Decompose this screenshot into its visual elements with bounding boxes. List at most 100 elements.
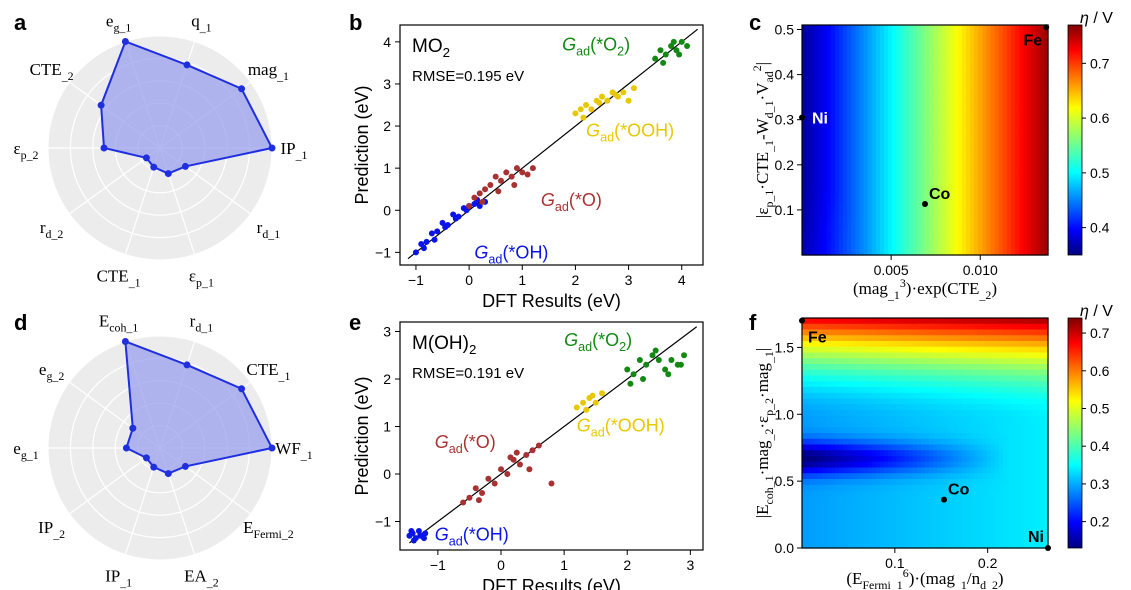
- heatmap-cell: [855, 243, 860, 250]
- heatmap-cell: [1002, 140, 1008, 147]
- heatmap-cell: [838, 214, 844, 222]
- heatmap-cell: [990, 433, 996, 440]
- heatmap-cell: [851, 381, 856, 388]
- heatmap-cell: [806, 140, 811, 147]
- heatmap-cell: [818, 415, 824, 423]
- heatmap-cell: [904, 525, 910, 532]
- heatmap-cell: [1002, 536, 1008, 543]
- heatmap-cell: [974, 335, 979, 342]
- heatmap-cell: [982, 237, 988, 245]
- heatmap-cell: [875, 444, 881, 451]
- heatmap-cell: [879, 323, 885, 331]
- heatmap-cell: [884, 404, 889, 411]
- heatmap-cell: [855, 99, 860, 107]
- heatmap-cell: [961, 542, 967, 549]
- heatmap-cell: [916, 496, 922, 503]
- heatmap-cell: [961, 186, 967, 193]
- heatmap-cell: [949, 191, 955, 199]
- heatmap-cell: [1027, 341, 1033, 348]
- y-axis-label: Prediction (eV): [352, 376, 372, 495]
- heatmap-cell: [1031, 151, 1037, 158]
- heatmap-cell: [937, 180, 942, 187]
- heatmap-cell: [1031, 444, 1037, 451]
- heatmap-cell: [855, 168, 860, 176]
- heatmap-cell: [814, 519, 819, 526]
- heatmap-cell: [806, 513, 811, 520]
- heatmap-cell: [822, 65, 828, 72]
- heatmap-cell: [904, 381, 910, 388]
- heatmap-cell: [863, 36, 869, 43]
- heatmap-cell: [1031, 59, 1037, 66]
- heatmap-cell: [933, 134, 938, 141]
- heatmap-cell: [986, 209, 992, 216]
- heatmap-cell: [957, 117, 963, 124]
- heatmap-cell: [863, 105, 869, 112]
- heatmap-cell: [916, 329, 922, 336]
- heatmap-cell: [1023, 243, 1029, 250]
- heatmap-cell: [855, 140, 860, 147]
- heatmap-cell: [851, 163, 856, 170]
- heatmap-cell: [851, 140, 856, 147]
- heatmap-cell: [1007, 157, 1012, 164]
- heatmap-cell: [990, 473, 996, 480]
- heatmap-cell: [974, 25, 979, 32]
- heatmap-cell: [855, 117, 860, 124]
- heatmap-cell: [933, 128, 938, 135]
- heatmap-cell: [859, 525, 865, 532]
- heatmap-cell: [884, 48, 889, 55]
- heatmap-cell: [888, 122, 893, 130]
- heatmap-cell: [998, 427, 1004, 434]
- heatmap-cell: [1015, 438, 1020, 446]
- heatmap-cell: [851, 197, 856, 204]
- heatmap-cell: [982, 427, 988, 434]
- heatmap-cell: [1019, 163, 1024, 170]
- heatmap-cell: [1027, 111, 1033, 118]
- heatmap-cell: [838, 329, 844, 336]
- heatmap-cell: [884, 467, 889, 474]
- heatmap-cell: [937, 438, 942, 446]
- heatmap-cell: [1043, 111, 1049, 118]
- heatmap-cell: [818, 157, 824, 164]
- heatmap-cell: [920, 364, 926, 371]
- heatmap-cell: [929, 358, 934, 365]
- heatmap-cell: [974, 134, 979, 141]
- heatmap-cell: [879, 421, 885, 428]
- heatmap-cell: [920, 352, 926, 359]
- heatmap-cell: [949, 203, 955, 210]
- heatmap-cell: [871, 404, 877, 411]
- heatmap-cell: [986, 433, 992, 440]
- heatmap-cell: [879, 507, 885, 515]
- heatmap-cell: [851, 25, 856, 32]
- heatmap-cell: [838, 36, 844, 43]
- heatmap-cell: [875, 352, 881, 359]
- heatmap-cell: [949, 364, 955, 371]
- heatmap-cell: [847, 25, 852, 32]
- heatmap-cell: [929, 59, 934, 66]
- heatmap-cell: [871, 99, 877, 107]
- heatmap-cell: [978, 364, 983, 371]
- heatmap-cell: [949, 461, 955, 469]
- heatmap-cell: [937, 76, 942, 84]
- heatmap-cell: [847, 364, 852, 371]
- heatmap-cell: [1027, 318, 1033, 325]
- heatmap-cell: [843, 536, 848, 543]
- heatmap-cell: [818, 197, 824, 204]
- heatmap-cell: [822, 30, 828, 38]
- heatmap-cell: [871, 214, 877, 222]
- heatmap-cell: [925, 214, 930, 222]
- heatmap-cell: [855, 433, 860, 440]
- heatmap-cell: [904, 105, 910, 112]
- heatmap-cell: [908, 450, 914, 457]
- heatmap-cell: [867, 94, 873, 101]
- heatmap-cell: [966, 484, 971, 492]
- heatmap-cell: [806, 168, 811, 176]
- heatmap-cell: [916, 151, 922, 158]
- heatmap-cell: [892, 174, 897, 181]
- heatmap-cell: [826, 329, 832, 336]
- heatmap-cell: [1035, 209, 1041, 216]
- heatmap-cell: [884, 513, 889, 520]
- heatmap-cell: [834, 76, 840, 84]
- heatmap-cell: [904, 48, 910, 55]
- heatmap-cell: [994, 433, 1000, 440]
- heatmap-cell: [933, 232, 938, 239]
